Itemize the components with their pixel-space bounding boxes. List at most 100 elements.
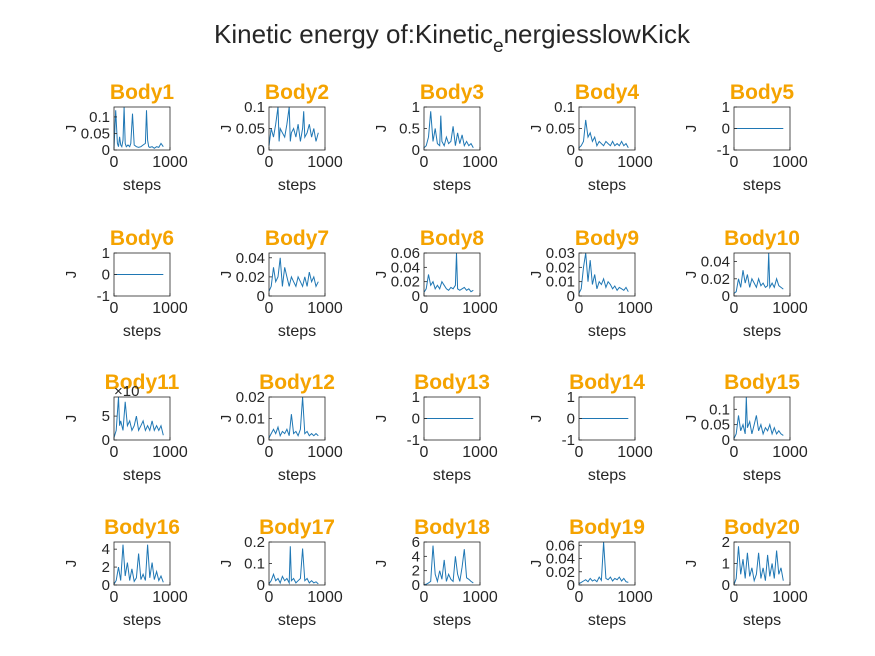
y-tick-label: 0.04 bbox=[391, 259, 420, 276]
x-tick-label: 1000 bbox=[772, 154, 808, 171]
subplot-10: Body10 0 1000 00.020.04 steps J bbox=[683, 227, 808, 340]
y-tick-label: 0.04 bbox=[236, 250, 265, 267]
y-tick-label: 1 bbox=[567, 389, 575, 406]
x-tick-label: 0 bbox=[110, 589, 119, 606]
data-line bbox=[578, 119, 629, 149]
y-tick-label: 0.01 bbox=[236, 411, 265, 428]
subplot-title: Body6 bbox=[110, 227, 174, 250]
x-tick-label: 1000 bbox=[152, 589, 188, 606]
y-tick-label: -1 bbox=[717, 142, 730, 159]
y-tick-label: -1 bbox=[562, 432, 575, 449]
y-tick-label: 0.01 bbox=[546, 274, 575, 291]
x-tick-label: 1000 bbox=[307, 154, 343, 171]
x-tick-label: 1000 bbox=[462, 444, 498, 461]
y-tick-label: 0.02 bbox=[236, 269, 265, 286]
axes-box bbox=[268, 252, 326, 297]
x-tick-label: 1000 bbox=[307, 589, 343, 606]
y-tick-label: 0 bbox=[257, 577, 265, 594]
y-tick-label: 0.05 bbox=[81, 125, 110, 142]
data-line bbox=[268, 106, 319, 146]
x-tick-label: 1000 bbox=[772, 589, 808, 606]
x-axis-label: steps bbox=[433, 177, 471, 194]
x-tick-label: 0 bbox=[110, 154, 119, 171]
subplot-title: Body9 bbox=[575, 227, 639, 250]
x-axis-label: steps bbox=[588, 177, 626, 194]
subplot-title: Body1 bbox=[110, 81, 175, 104]
y-tick-label: 0.06 bbox=[391, 245, 420, 262]
y-tick-label: 2 bbox=[102, 559, 110, 576]
x-axis-label: steps bbox=[743, 612, 781, 629]
x-axis-label: steps bbox=[743, 177, 781, 194]
y-axis-label: J bbox=[528, 415, 545, 423]
x-axis-label: steps bbox=[433, 612, 471, 629]
y-axis-label: J bbox=[528, 271, 545, 279]
y-axis-label: J bbox=[373, 560, 390, 568]
x-tick-label: 0 bbox=[575, 444, 584, 461]
y-axis-label: J bbox=[218, 415, 235, 423]
y-tick-label: 0.02 bbox=[236, 389, 265, 406]
y-tick-label: 1 bbox=[102, 245, 110, 262]
y-axis-label: J bbox=[528, 125, 545, 133]
y-axis-label: J bbox=[683, 125, 700, 133]
y-tick-label: 4 bbox=[412, 548, 420, 565]
x-tick-label: 0 bbox=[265, 154, 274, 171]
y-tick-label: 0.05 bbox=[236, 121, 265, 138]
x-tick-label: 0 bbox=[265, 589, 274, 606]
y-tick-label: 0 bbox=[567, 411, 575, 428]
subplot-title: Body17 bbox=[259, 516, 335, 539]
x-axis-label: steps bbox=[588, 467, 626, 484]
x-tick-label: 1000 bbox=[307, 444, 343, 461]
y-tick-label: 0 bbox=[722, 288, 730, 305]
x-axis-label: steps bbox=[123, 467, 161, 484]
x-tick-label: 0 bbox=[730, 444, 739, 461]
axes-box bbox=[113, 106, 171, 151]
y-tick-label: 0.1 bbox=[244, 556, 265, 573]
x-tick-label: 1000 bbox=[152, 444, 188, 461]
y-axis-label: J bbox=[218, 271, 235, 279]
x-axis-label: steps bbox=[588, 612, 626, 629]
x-tick-label: 0 bbox=[575, 300, 584, 317]
subplot-title: Body12 bbox=[259, 371, 335, 394]
x-axis-label: steps bbox=[743, 323, 781, 340]
x-axis-label: steps bbox=[123, 323, 161, 340]
x-tick-label: 0 bbox=[110, 444, 119, 461]
y-tick-label: 0.06 bbox=[546, 537, 575, 554]
axes-box bbox=[113, 396, 171, 441]
subplot-8: Body8 0 1000 00.020.040.06 steps J bbox=[373, 227, 498, 340]
figure-title-rest: nergiesslowKick bbox=[504, 19, 691, 49]
data-line bbox=[268, 396, 319, 439]
x-tick-label: 1000 bbox=[617, 589, 653, 606]
data-line bbox=[113, 396, 164, 438]
subplot-title: Body19 bbox=[569, 516, 645, 539]
x-tick-label: 1000 bbox=[772, 300, 808, 317]
x-tick-label: 0 bbox=[730, 589, 739, 606]
x-tick-label: 0 bbox=[420, 444, 429, 461]
x-tick-label: 0 bbox=[265, 444, 274, 461]
y-tick-label: 0 bbox=[102, 267, 110, 284]
y-tick-label: 0 bbox=[567, 577, 575, 594]
subplot-title: Body4 bbox=[575, 81, 640, 104]
subplot-title: Body15 bbox=[724, 371, 800, 394]
y-tick-label: 0.02 bbox=[701, 271, 730, 288]
subplot-title: Body10 bbox=[724, 227, 800, 250]
x-tick-label: 1000 bbox=[462, 589, 498, 606]
x-tick-label: 0 bbox=[420, 154, 429, 171]
data-line bbox=[113, 106, 164, 149]
y-axis-label: J bbox=[373, 125, 390, 133]
subplot-title: Body7 bbox=[265, 227, 329, 250]
y-tick-label: 2 bbox=[722, 534, 730, 551]
x-axis-label: steps bbox=[278, 612, 316, 629]
y-tick-label: 0 bbox=[257, 142, 265, 159]
y-tick-label: 0.1 bbox=[554, 99, 575, 116]
axes-box bbox=[423, 252, 481, 297]
x-tick-label: 0 bbox=[730, 300, 739, 317]
y-tick-label: 0.1 bbox=[89, 109, 110, 126]
y-tick-label: 0.1 bbox=[709, 401, 730, 418]
y-tick-label: 0 bbox=[722, 121, 730, 138]
x-tick-label: 1000 bbox=[617, 444, 653, 461]
x-axis-label: steps bbox=[278, 467, 316, 484]
subplot-19: Body19 0 1000 00.020.040.06 steps J bbox=[528, 516, 653, 629]
